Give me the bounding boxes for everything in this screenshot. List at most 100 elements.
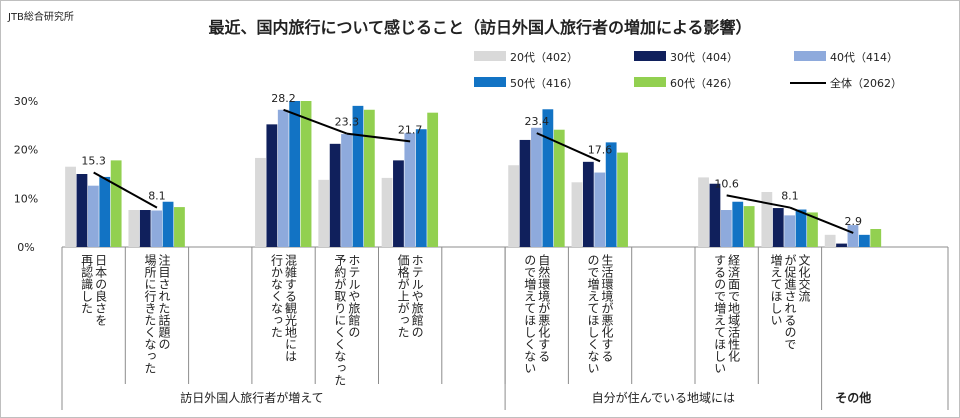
legend-swatch	[474, 51, 506, 61]
legend-swatch	[634, 77, 666, 87]
bar-50s	[99, 176, 111, 247]
y-tick-label: 20%	[14, 144, 38, 157]
total-line-segment	[283, 108, 348, 135]
total-data-label: 8.1	[781, 190, 799, 203]
bar-60s	[174, 207, 185, 247]
group-label: その他	[835, 390, 871, 405]
bar-40s	[151, 210, 163, 247]
category-label: ホテルや旅館の	[410, 254, 424, 338]
legend-label: 60代（426）	[670, 77, 738, 90]
bar-40s	[847, 225, 859, 247]
total-data-label: 28.2	[271, 92, 296, 105]
category-label: 注目された話題の	[157, 253, 171, 350]
bar-50s	[858, 234, 870, 247]
bar-30s	[709, 183, 721, 247]
category-label: が促進されるので	[783, 254, 797, 350]
category-label: するので増えてほしい	[713, 254, 727, 374]
category-label: 行かなくなった	[270, 254, 284, 338]
bar-30s	[393, 160, 404, 247]
y-tick-label: 0%	[17, 241, 34, 254]
category-label: 経済面で地域活性化	[727, 254, 741, 363]
bar-20s	[255, 157, 266, 247]
category-label: 価格が上がった	[396, 254, 410, 338]
bar-30s	[836, 243, 847, 247]
legend-label: 20代（402）	[510, 51, 578, 64]
bar-40s	[277, 109, 289, 247]
bar-40s	[341, 134, 352, 247]
bar-40s	[404, 133, 416, 247]
legend-swatch	[794, 51, 826, 61]
total-line-segment	[93, 171, 158, 209]
group-label: 自分が住んでいる地域には	[592, 390, 735, 405]
total-data-label: 23.3	[335, 116, 360, 129]
bar-30s	[519, 139, 531, 247]
bar-60s	[300, 101, 312, 247]
bar-50s	[352, 105, 364, 247]
category-label: ホテルや旅館の	[347, 254, 361, 338]
category-label: 混雑する観光地には	[284, 254, 298, 362]
bar-50s	[542, 109, 554, 247]
bar-40s	[87, 185, 99, 247]
bar-50s	[415, 129, 427, 247]
y-tick-label: 10%	[14, 192, 38, 205]
category-label: 再認識した	[80, 254, 94, 314]
y-tick-label: 30%	[14, 95, 38, 108]
total-data-label: 15.3	[81, 155, 106, 168]
bar-50s	[162, 201, 174, 247]
bar-60s	[110, 160, 122, 247]
category-label: 日本の良さを	[94, 254, 108, 326]
bar-30s	[139, 210, 151, 247]
category-label: ので増えてほしくない	[523, 254, 537, 374]
bar-60s	[363, 109, 375, 247]
total-line-segment	[789, 206, 854, 234]
bar-20s	[381, 177, 393, 247]
category-label: 場所に行きたくなった	[143, 254, 157, 374]
legend-swatch	[634, 51, 666, 61]
legend-label: 50代（416）	[510, 77, 578, 90]
bar-20s	[824, 234, 836, 247]
category-label: 予約が取りにくくなった	[333, 254, 347, 386]
legend-label: 40代（414）	[830, 51, 898, 64]
bar-50s	[732, 201, 744, 247]
bar-20s	[65, 166, 76, 247]
bar-20s	[571, 182, 583, 247]
category-label: 自然環境が悪化する	[537, 254, 551, 362]
total-data-label: 17.6	[588, 143, 613, 156]
category-label: 生活環境が悪化する	[600, 254, 614, 362]
total-data-label: 2.9	[845, 215, 863, 228]
bar-30s	[266, 124, 278, 247]
bar-40s	[784, 215, 796, 247]
bar-30s	[772, 208, 784, 247]
bar-20s	[508, 165, 520, 247]
bar-20s	[318, 179, 330, 247]
bar-60s	[427, 112, 439, 248]
brand-label: JTB総合研究所	[8, 12, 74, 23]
total-data-label: 21.7	[398, 123, 423, 136]
legend-label: 30代（404）	[670, 51, 738, 64]
category-label: ので増えてほしくない	[586, 254, 600, 374]
bar-20s	[698, 177, 709, 247]
legend-swatch	[474, 77, 506, 87]
bar-60s	[807, 212, 818, 247]
bar-50s	[795, 209, 807, 247]
category-label: 増えてほしい	[769, 254, 783, 326]
bar-60s	[870, 228, 882, 247]
legend-label: 全体（2062）	[830, 76, 902, 90]
bar-40s	[531, 127, 542, 247]
total-data-label: 8.1	[148, 190, 166, 203]
chart-title: 最近、国内旅行について感じること（訪日外国人旅行者の増加による影響）	[208, 18, 752, 37]
category-label: 文化交流	[797, 253, 811, 302]
bar-60s	[743, 206, 755, 247]
bar-60s	[617, 152, 628, 247]
bar-20s	[128, 210, 140, 247]
total-line-segment	[726, 194, 791, 209]
bar-30s	[582, 161, 594, 247]
bar-50s	[605, 142, 617, 247]
bar-20s	[761, 192, 773, 247]
bar-30s	[76, 174, 88, 247]
bar-40s	[720, 210, 732, 247]
bar-40s	[594, 172, 606, 247]
group-label: 訪日外国人旅行者が増えて	[180, 390, 323, 405]
bar-60s	[553, 129, 565, 247]
